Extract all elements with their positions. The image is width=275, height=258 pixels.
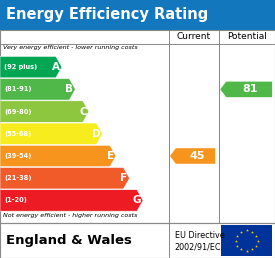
Text: Not energy efficient - higher running costs: Not energy efficient - higher running co… bbox=[3, 213, 137, 218]
Text: C: C bbox=[79, 107, 87, 117]
Text: (1-20): (1-20) bbox=[4, 197, 27, 204]
Text: Current: Current bbox=[177, 33, 211, 42]
Text: England & Wales: England & Wales bbox=[6, 234, 131, 247]
Bar bbox=[0, 223, 275, 258]
Text: A: A bbox=[52, 62, 60, 72]
Polygon shape bbox=[220, 81, 272, 97]
Text: (55-68): (55-68) bbox=[4, 131, 31, 137]
Polygon shape bbox=[0, 190, 143, 211]
Text: Potential: Potential bbox=[227, 33, 267, 42]
Text: (21-38): (21-38) bbox=[4, 175, 32, 181]
Bar bbox=[0, 30, 275, 223]
Text: 2002/91/EC: 2002/91/EC bbox=[175, 242, 221, 251]
Polygon shape bbox=[0, 79, 75, 100]
Polygon shape bbox=[0, 123, 103, 144]
Text: E: E bbox=[107, 151, 114, 161]
Polygon shape bbox=[170, 148, 215, 164]
Text: B: B bbox=[65, 84, 73, 94]
Text: (39-54): (39-54) bbox=[4, 153, 32, 159]
Text: G: G bbox=[132, 196, 141, 205]
Text: (81-91): (81-91) bbox=[4, 86, 32, 92]
Bar bbox=[221, 225, 272, 256]
Polygon shape bbox=[0, 101, 89, 122]
Text: 45: 45 bbox=[189, 151, 205, 161]
Text: EU Directive: EU Directive bbox=[175, 231, 224, 240]
FancyBboxPatch shape bbox=[0, 0, 275, 30]
Polygon shape bbox=[0, 145, 116, 167]
Text: (69-80): (69-80) bbox=[4, 109, 32, 115]
Text: D: D bbox=[92, 129, 100, 139]
Text: Very energy efficient - lower running costs: Very energy efficient - lower running co… bbox=[3, 45, 138, 50]
Polygon shape bbox=[0, 57, 62, 78]
Text: F: F bbox=[120, 173, 127, 183]
Text: (92 plus): (92 plus) bbox=[4, 64, 37, 70]
Text: 81: 81 bbox=[243, 84, 258, 94]
Polygon shape bbox=[0, 167, 130, 189]
Text: Energy Efficiency Rating: Energy Efficiency Rating bbox=[6, 7, 208, 22]
